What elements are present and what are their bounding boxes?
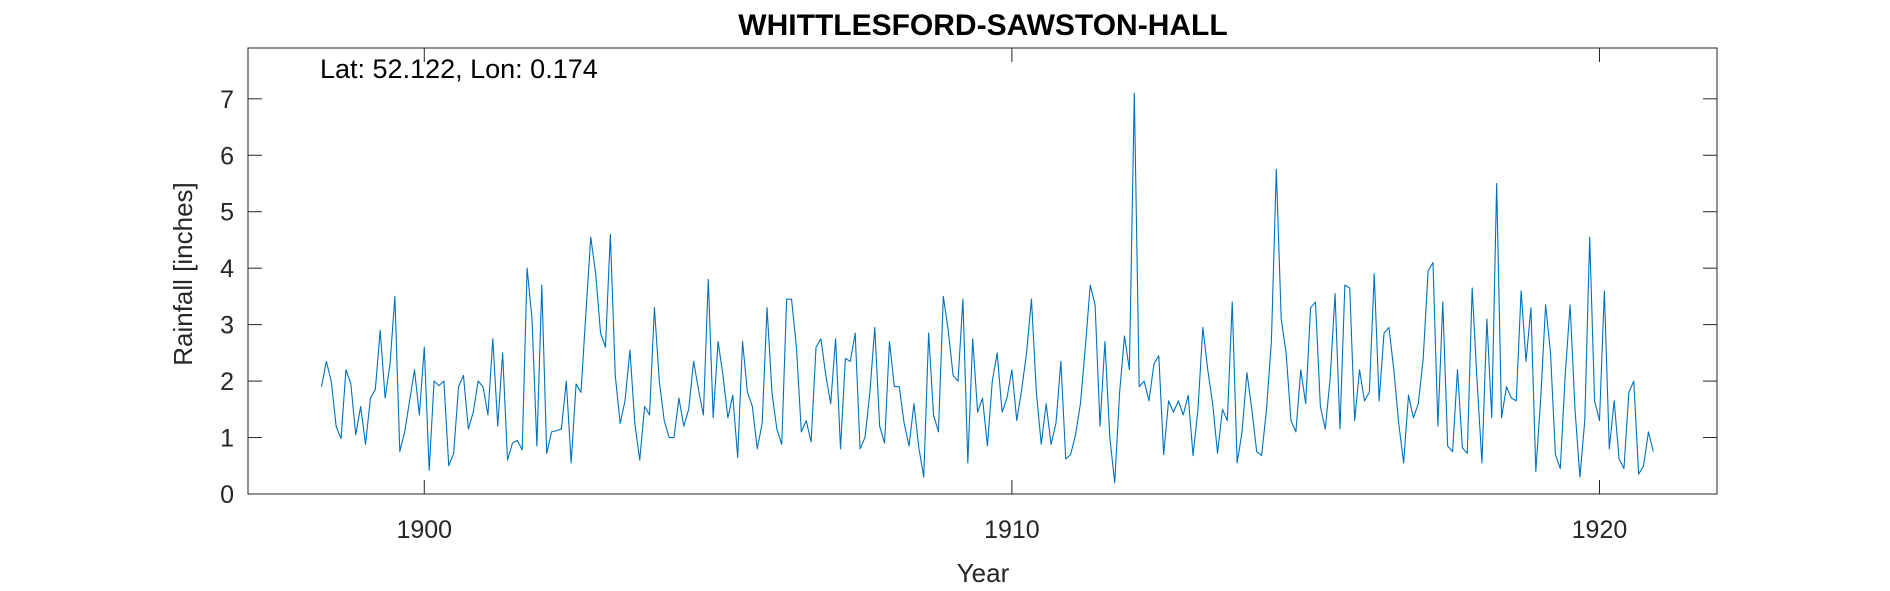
y-tick-label: 0 — [220, 481, 234, 509]
x-axis-label: Year — [957, 558, 1010, 588]
chart-title: WHITTLESFORD-SAWSTON-HALL — [738, 9, 1227, 42]
y-axis-label: Rainfall [inches] — [168, 182, 198, 366]
y-tick-label: 7 — [220, 86, 234, 114]
y-tick-label: 5 — [220, 199, 234, 227]
y-tick-label: 1 — [220, 425, 234, 453]
y-tick-label: 3 — [220, 312, 234, 340]
location-annotation: Lat: 52.122, Lon: 0.174 — [320, 54, 598, 84]
rainfall-series-line — [320, 92, 1654, 484]
y-tick-label: 2 — [220, 368, 234, 396]
plot-frame — [247, 47, 1718, 495]
y-tick-label: 6 — [220, 142, 234, 170]
plot-axes: 1900 1910 1920 0 1 2 3 4 5 6 7 — [220, 47, 1718, 544]
x-tick-label: 1920 — [1572, 516, 1628, 544]
x-tick-label: 1900 — [396, 516, 452, 544]
x-tick-label: 1910 — [984, 516, 1040, 544]
y-tick-label: 4 — [220, 255, 234, 283]
